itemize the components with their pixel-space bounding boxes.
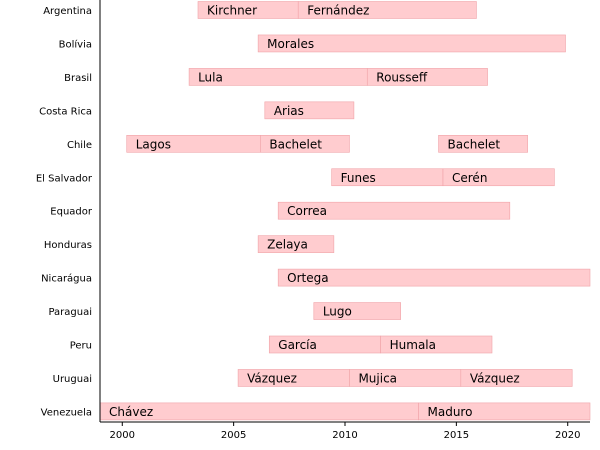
x-tick-label: 2010 — [332, 430, 357, 441]
term-label: Fernández — [307, 4, 369, 18]
term-label: Ortega — [287, 271, 328, 285]
term-label: Bachelet — [269, 137, 322, 151]
term-label: Vázquez — [470, 371, 520, 385]
term-label: Lula — [198, 70, 223, 84]
term-label: Chávez — [109, 405, 153, 419]
term-label: García — [278, 338, 317, 352]
term-bar — [257, 235, 335, 253]
category-label: Honduras — [44, 240, 92, 251]
category-label: Venezuela — [41, 407, 92, 418]
category-label: Paraguai — [48, 307, 92, 318]
category-label: El Salvador — [36, 173, 93, 184]
category-labels: Argentina Bolívia Brasil Costa Rica Chile El … — [36, 6, 93, 418]
term-label: Humala — [390, 338, 436, 352]
bars-layer: Kirchner Fernández Morales Lula Rousseff Aria… — [99, 1, 591, 421]
term-label: Rousseff — [376, 70, 428, 84]
term-bar — [260, 135, 350, 153]
category-label: Chile — [67, 140, 92, 151]
term-bar — [257, 34, 566, 53]
x-tick-label: 2005 — [221, 430, 246, 441]
term-bar — [442, 168, 555, 187]
x-tick-label: 2015 — [444, 430, 469, 441]
category-label: Equador — [50, 207, 93, 218]
category-label: Nicarágua — [41, 273, 92, 285]
term-bar — [264, 101, 355, 120]
term-bar — [313, 302, 401, 320]
term-bar — [438, 135, 528, 153]
category-label: Costa Rica — [39, 106, 92, 117]
term-label: Lugo — [323, 305, 352, 319]
x-tick-label: 2020 — [555, 430, 580, 441]
term-bar — [366, 68, 488, 86]
term-bar — [460, 369, 573, 387]
term-label: Maduro — [428, 405, 473, 419]
term-bar — [277, 201, 511, 220]
term-label: Morales — [267, 37, 314, 51]
term-label: Bachelet — [448, 137, 501, 151]
term-label: Correa — [287, 204, 327, 218]
term-label: Cerén — [452, 171, 487, 185]
term-label: Lagos — [136, 137, 171, 151]
category-label: Bolívia — [59, 38, 92, 50]
x-tick-label: 2000 — [110, 430, 135, 441]
category-label: Argentina — [43, 6, 92, 17]
term-bar — [297, 1, 477, 19]
term-bar — [277, 268, 591, 287]
term-label: Zelaya — [267, 238, 308, 252]
term-bar — [418, 402, 591, 421]
term-label: Funes — [341, 171, 376, 185]
category-label: Peru — [70, 341, 92, 352]
x-axis: 2000 2005 2010 2015 2020 — [99, 0, 590, 441]
category-label: Brasil — [64, 73, 92, 84]
category-label: Uruguai — [53, 374, 92, 385]
term-label: Vázquez — [247, 371, 297, 385]
term-label: Mujica — [358, 371, 397, 385]
term-bar — [380, 335, 493, 354]
term-label: Arias — [274, 104, 304, 118]
term-label: Kirchner — [207, 4, 257, 18]
